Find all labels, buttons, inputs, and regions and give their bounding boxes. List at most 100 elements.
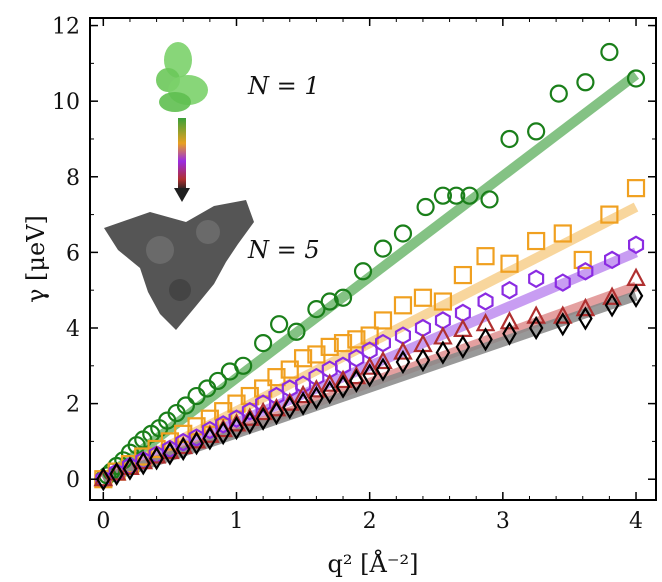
- data-point-circle: [500, 129, 519, 149]
- x-tick-label: 0: [96, 509, 110, 534]
- data-point-square: [626, 179, 646, 198]
- data-point-diamond: [415, 347, 431, 373]
- data-point-diamond: [502, 321, 517, 346]
- data-point-diamond: [322, 380, 338, 405]
- data-point-diamond: [202, 426, 218, 451]
- y-tick-label: 10: [52, 90, 80, 115]
- data-point-diamond: [309, 385, 324, 411]
- data-point-diamond: [295, 391, 311, 416]
- data-point-circle: [333, 288, 353, 307]
- data-point-circle: [549, 84, 568, 103]
- data-point-circle: [234, 356, 253, 375]
- data-point-triangle: [552, 305, 573, 324]
- data-point-triangle: [319, 373, 340, 392]
- data-point-circle: [270, 315, 289, 334]
- data-point-square: [553, 224, 572, 243]
- y-tick-label: 2: [66, 393, 80, 418]
- data-point-circle: [373, 239, 393, 258]
- data-point-diamond: [109, 461, 124, 487]
- data-point-diamond: [215, 420, 231, 446]
- annotation-label: N = 1: [247, 72, 320, 100]
- data-point-diamond: [362, 363, 377, 388]
- data-point-circle: [626, 69, 646, 88]
- data-markers: [93, 42, 646, 492]
- y-tick-label: 12: [52, 15, 80, 40]
- annotation-label: N = 5: [247, 236, 320, 264]
- data-point-square: [373, 311, 393, 330]
- data-point-hexagon: [434, 311, 451, 330]
- plot-frame: [89, 17, 657, 501]
- data-point-triangle: [526, 305, 546, 324]
- data-point-square: [433, 292, 453, 311]
- data-point-diamond: [335, 374, 351, 399]
- data-point-triangle: [333, 369, 353, 389]
- y-tick-label: 8: [66, 166, 80, 191]
- data-point-circle: [320, 292, 339, 311]
- data-point-diamond: [96, 467, 111, 492]
- data-point-diamond: [122, 456, 138, 481]
- data-point-circle: [208, 371, 227, 391]
- data-point-diamond: [435, 340, 451, 365]
- data-point-square: [333, 334, 353, 353]
- data-point-diamond: [135, 451, 151, 476]
- data-point-square: [573, 250, 592, 270]
- data-point-diamond: [149, 446, 164, 471]
- data-point-circle: [176, 396, 195, 415]
- data-point-circle: [576, 73, 595, 92]
- data-point-square: [476, 247, 495, 266]
- data-point-triangle: [626, 267, 646, 286]
- data-point-square: [393, 296, 413, 315]
- data-point-diamond: [349, 368, 364, 394]
- data-point-diamond: [628, 283, 644, 308]
- data-point-diamond: [255, 406, 271, 431]
- data-point-hexagon: [603, 250, 621, 270]
- y-axis-title: γ [μeV]: [22, 215, 50, 303]
- x-tick-label: 4: [629, 509, 643, 534]
- data-point-triangle: [306, 379, 327, 398]
- data-point-diamond: [528, 315, 544, 341]
- data-point-diamond: [269, 400, 284, 426]
- data-point-circle: [447, 186, 466, 205]
- data-point-circle: [460, 186, 479, 205]
- data-point-diamond: [175, 436, 191, 462]
- data-point-circle: [480, 190, 499, 209]
- data-point-diamond: [555, 312, 571, 337]
- data-point-square: [600, 205, 619, 224]
- data-point-diamond: [242, 410, 258, 435]
- data-point-square: [527, 231, 546, 251]
- data-point-diamond: [478, 327, 493, 352]
- data-point-circle: [393, 224, 413, 243]
- data-point-circle: [307, 299, 326, 319]
- data-point-triangle: [293, 384, 313, 404]
- data-point-square: [280, 360, 299, 379]
- data-point-triangle: [253, 401, 273, 421]
- data-point-circle: [527, 122, 546, 141]
- data-point-circle: [433, 186, 453, 205]
- data-point-triangle: [602, 286, 622, 305]
- data-point-hexagon: [627, 235, 645, 255]
- data-point-diamond: [282, 395, 298, 420]
- data-point-hexagon: [554, 273, 571, 292]
- pentamer-illustration: [104, 200, 254, 330]
- color-gradient-arrow: [174, 118, 190, 202]
- data-point-circle: [254, 334, 273, 353]
- y-tick-label: 4: [66, 317, 80, 342]
- x-axis-title: q² [Å⁻²]: [328, 549, 419, 578]
- monomer-illustration: [156, 42, 208, 112]
- data-point-triangle: [359, 356, 380, 375]
- data-point-hexagon: [577, 262, 594, 281]
- fit-line-diamond: [101, 291, 638, 484]
- x-tick-label: 2: [363, 509, 377, 534]
- data-point-square: [320, 337, 339, 356]
- y-tick-label: 6: [66, 241, 80, 266]
- data-point-circle: [600, 42, 619, 62]
- data-point-triangle: [393, 341, 413, 360]
- x-tick-label: 3: [496, 509, 510, 534]
- data-point-triangle: [373, 350, 393, 370]
- data-point-diamond: [229, 416, 244, 441]
- data-point-circle: [353, 262, 373, 281]
- data-point-hexagon: [477, 292, 494, 311]
- x-tick-label: 1: [229, 509, 243, 534]
